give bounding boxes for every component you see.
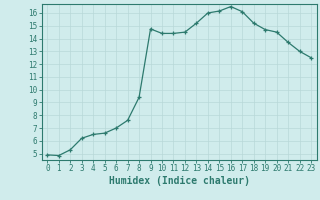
X-axis label: Humidex (Indice chaleur): Humidex (Indice chaleur) xyxy=(109,176,250,186)
